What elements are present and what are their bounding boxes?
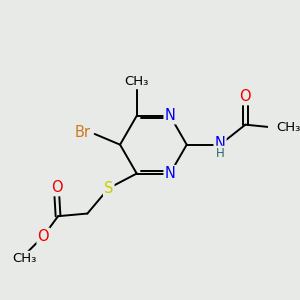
Text: O: O [240, 89, 251, 104]
Text: N: N [165, 108, 176, 123]
Text: CH₃: CH₃ [124, 75, 149, 88]
Text: Br: Br [75, 125, 91, 140]
Text: CH₃: CH₃ [276, 121, 300, 134]
Text: O: O [38, 229, 49, 244]
Text: H: H [216, 147, 225, 160]
Text: S: S [104, 181, 113, 196]
Text: N: N [165, 166, 176, 181]
Text: N: N [214, 136, 226, 151]
Text: O: O [51, 180, 62, 195]
Text: CH₃: CH₃ [13, 252, 37, 265]
